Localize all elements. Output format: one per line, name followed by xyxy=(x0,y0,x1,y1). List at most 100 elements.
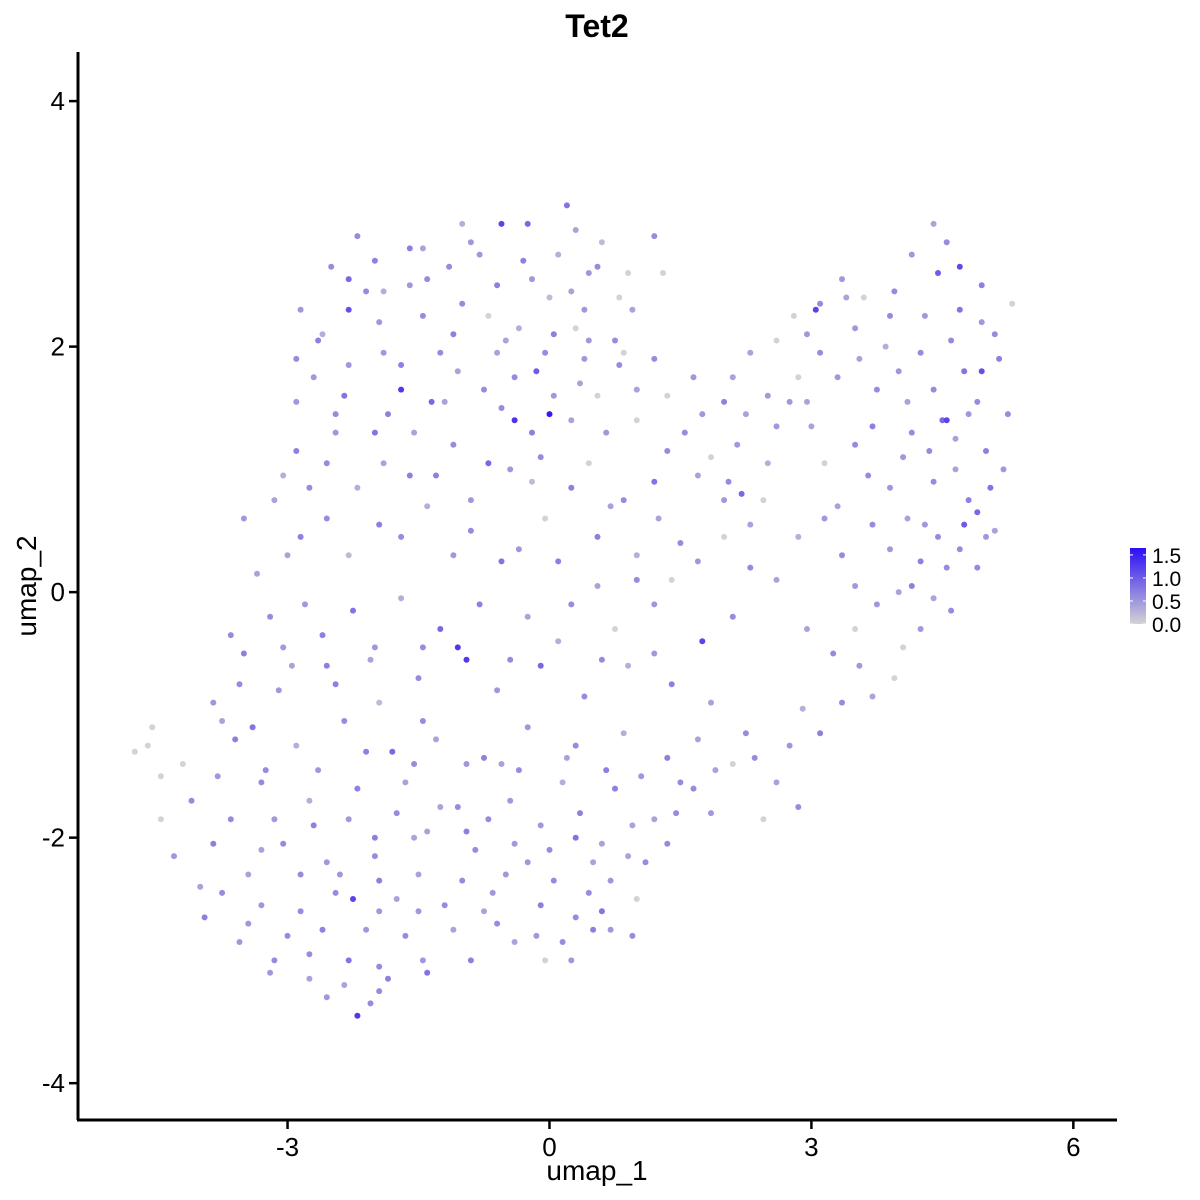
data-point xyxy=(856,355,863,362)
data-point xyxy=(642,859,649,866)
data-point xyxy=(393,810,400,817)
x-ticks: -3 0 3 6 xyxy=(276,1120,1081,1162)
data-point xyxy=(515,325,522,332)
data-point xyxy=(869,423,876,430)
legend-tick-label: 1.5 xyxy=(1152,545,1181,568)
data-point xyxy=(974,509,981,516)
data-point xyxy=(437,349,444,356)
data-point xyxy=(795,533,802,540)
data-point xyxy=(380,288,387,295)
data-point xyxy=(681,429,688,436)
data-point xyxy=(908,251,915,258)
data-point xyxy=(568,484,575,491)
data-point xyxy=(280,840,287,847)
data-point xyxy=(319,926,326,933)
data-point xyxy=(507,466,514,473)
data-point xyxy=(437,804,444,810)
data-point xyxy=(354,484,361,491)
data-point xyxy=(398,533,405,540)
data-point xyxy=(485,460,492,467)
data-point xyxy=(852,441,859,448)
data-point xyxy=(371,834,378,841)
data-point xyxy=(834,503,841,510)
data-point xyxy=(852,325,859,332)
axes: -3 0 3 6 -4 -2 0 2 4 xyxy=(42,52,1117,1162)
data-point xyxy=(804,398,810,405)
data-point xyxy=(481,386,487,393)
data-point xyxy=(633,552,640,559)
data-point xyxy=(572,325,579,332)
data-point xyxy=(446,263,453,270)
y-axis-label: umap_2 xyxy=(11,535,42,636)
data-point xyxy=(323,994,330,1001)
data-point xyxy=(219,718,226,724)
data-point xyxy=(511,840,518,847)
data-point xyxy=(245,871,252,878)
data-point xyxy=(515,767,522,774)
data-point xyxy=(441,398,448,405)
data-point xyxy=(961,521,968,528)
data-point xyxy=(258,846,265,853)
data-point xyxy=(214,773,221,780)
data-point xyxy=(533,368,540,375)
data-point xyxy=(297,533,304,540)
data-point xyxy=(240,650,247,657)
data-point xyxy=(306,484,313,491)
data-point xyxy=(594,263,601,270)
data-point xyxy=(463,828,470,835)
data-point xyxy=(804,331,810,338)
data-point xyxy=(817,730,824,737)
data-point xyxy=(747,521,754,528)
data-point xyxy=(843,294,850,301)
data-point xyxy=(424,276,431,283)
data-point xyxy=(345,306,352,313)
data-point xyxy=(965,497,972,504)
data-point xyxy=(869,693,876,700)
data-point xyxy=(926,448,933,454)
y-tick-label: 0 xyxy=(51,577,65,607)
data-point xyxy=(690,374,697,381)
data-point xyxy=(529,478,535,485)
data-point xyxy=(227,632,234,639)
data-point xyxy=(297,908,304,915)
data-point xyxy=(341,392,348,399)
data-point xyxy=(699,638,706,645)
data-point xyxy=(463,656,470,663)
data-point xyxy=(625,270,632,276)
data-point xyxy=(323,859,330,866)
data-point xyxy=(450,552,457,559)
data-point xyxy=(498,761,505,767)
data-point xyxy=(376,877,383,884)
data-point xyxy=(563,754,570,761)
data-point xyxy=(537,454,544,461)
data-point xyxy=(978,282,985,289)
data-point xyxy=(459,220,466,227)
data-point xyxy=(830,650,837,657)
data-point xyxy=(895,368,902,375)
data-point xyxy=(572,742,579,749)
data-point xyxy=(721,398,728,405)
data-point xyxy=(721,497,728,504)
legend-tick-label: 0.0 xyxy=(1152,614,1181,637)
x-tick-label: -3 xyxy=(276,1132,299,1162)
data-point xyxy=(729,761,736,767)
data-point xyxy=(790,312,797,319)
data-point xyxy=(956,263,963,270)
data-point xyxy=(542,957,549,964)
data-point xyxy=(742,411,749,418)
data-point xyxy=(367,656,374,663)
data-point xyxy=(694,736,701,743)
data-point xyxy=(293,355,300,362)
data-point xyxy=(694,472,701,479)
data-point xyxy=(930,220,937,227)
data-point xyxy=(210,699,217,706)
data-point xyxy=(345,552,352,559)
data-point xyxy=(760,816,767,823)
data-point xyxy=(489,889,496,896)
data-point xyxy=(821,515,828,522)
data-point xyxy=(376,988,383,995)
data-point xyxy=(839,552,845,559)
data-point xyxy=(585,337,592,344)
y-tick-label: 2 xyxy=(51,332,65,362)
data-point xyxy=(310,822,317,829)
